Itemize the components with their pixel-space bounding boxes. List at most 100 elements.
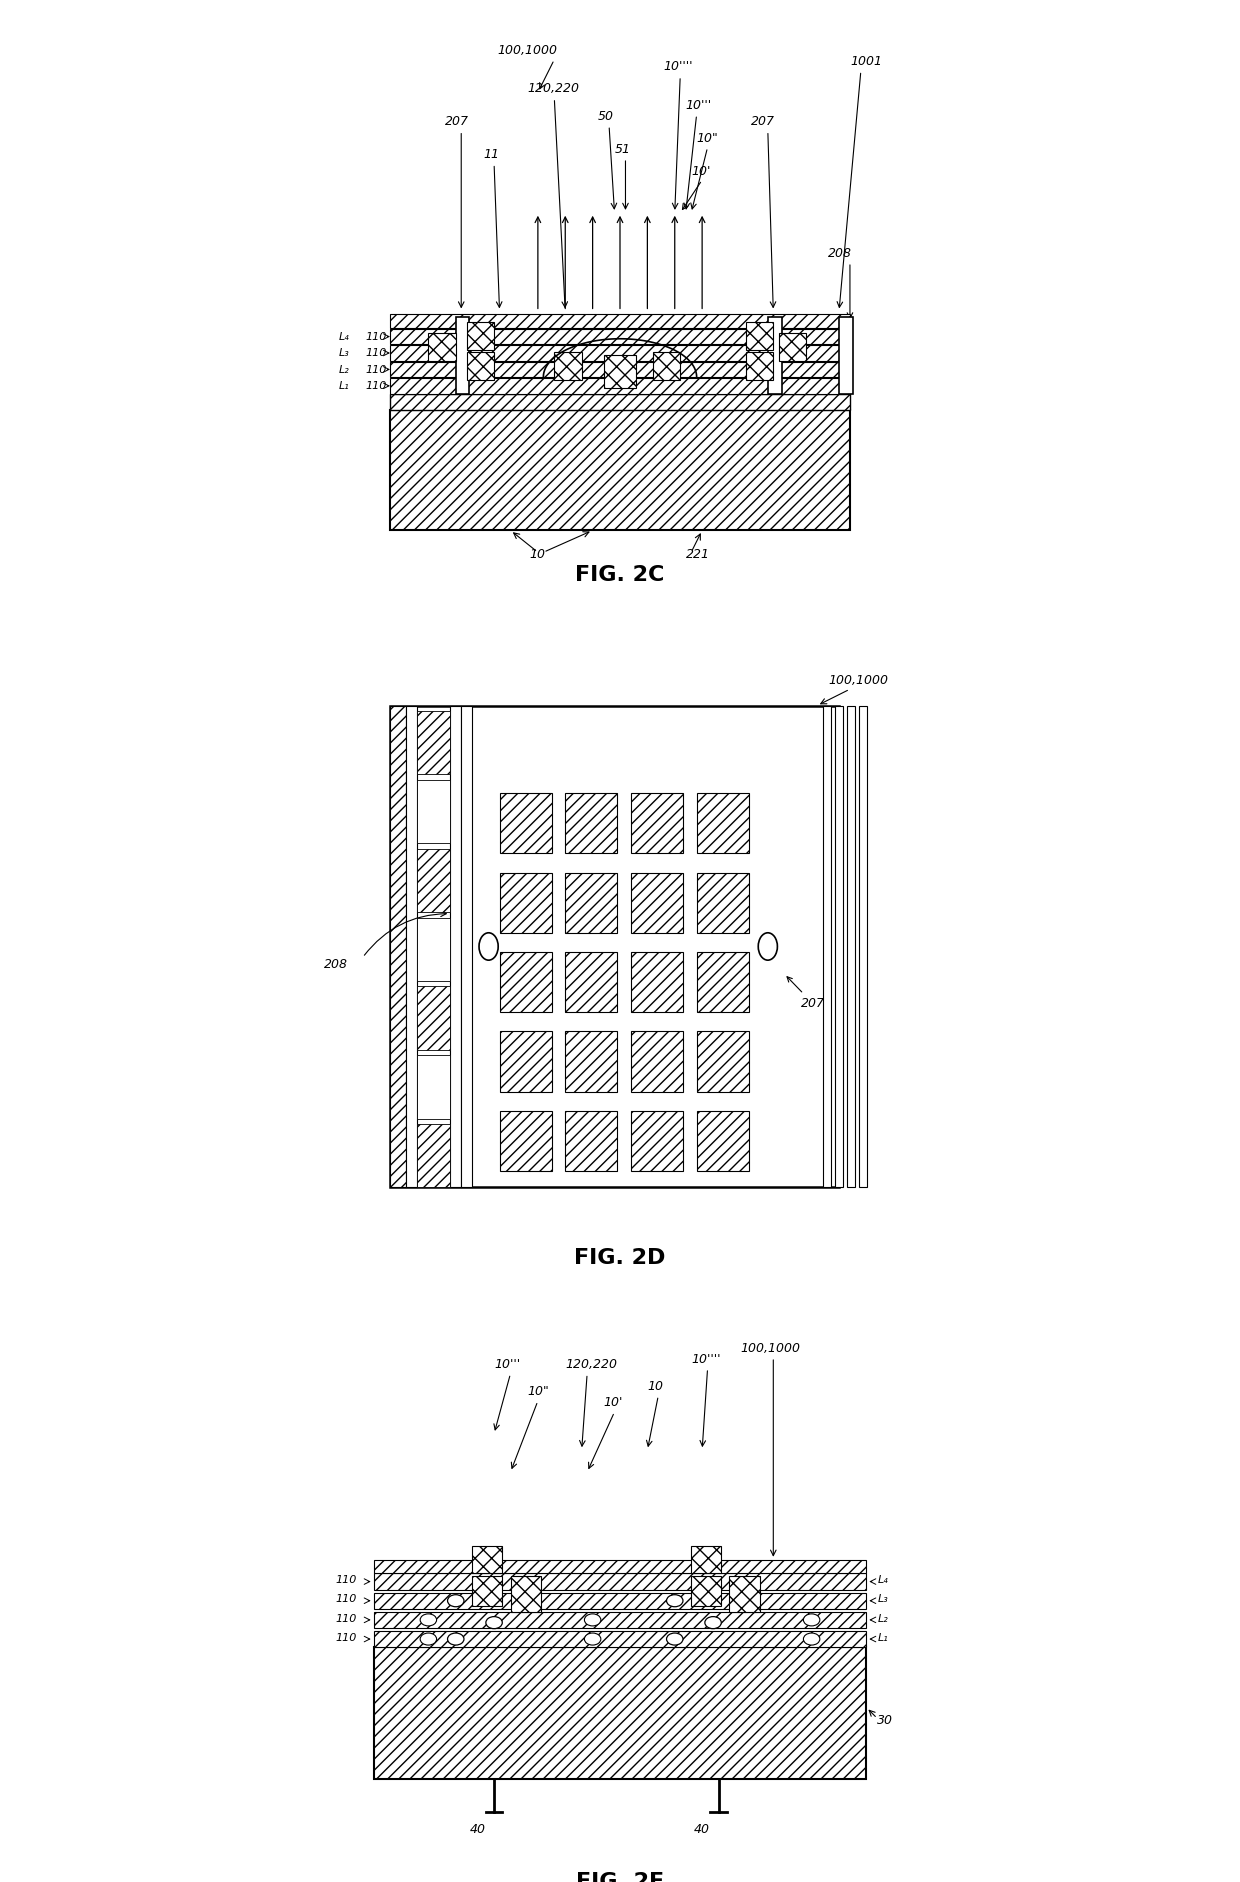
Bar	[835, 706, 843, 1188]
Bar	[418, 986, 450, 1050]
Ellipse shape	[584, 1615, 601, 1626]
Text: 11: 11	[484, 149, 500, 162]
Bar	[391, 706, 839, 1188]
Bar	[822, 706, 831, 1188]
Bar	[554, 352, 582, 380]
Bar	[472, 1575, 502, 1605]
Ellipse shape	[667, 1634, 683, 1645]
Bar	[418, 849, 450, 913]
Bar	[631, 1031, 683, 1092]
Ellipse shape	[486, 1617, 502, 1628]
Text: L₃: L₃	[878, 1594, 888, 1603]
Bar	[565, 873, 618, 933]
Ellipse shape	[804, 1615, 820, 1626]
Bar	[839, 316, 853, 393]
Text: 207: 207	[445, 115, 469, 128]
Bar	[847, 706, 854, 1188]
Text: L₁: L₁	[339, 382, 348, 391]
Bar	[631, 792, 683, 853]
Text: 10: 10	[529, 548, 546, 561]
Text: 110: 110	[366, 348, 387, 358]
Bar	[500, 792, 552, 853]
Text: 10': 10'	[604, 1396, 622, 1410]
Text: 207: 207	[787, 977, 825, 1011]
Ellipse shape	[758, 933, 777, 960]
Bar	[631, 873, 683, 933]
Bar	[407, 706, 418, 1188]
Bar	[565, 792, 618, 853]
Text: 10''': 10'''	[494, 1359, 521, 1372]
Text: 10: 10	[647, 1380, 663, 1393]
Bar	[466, 352, 494, 380]
Text: L₁: L₁	[878, 1634, 888, 1643]
Bar	[461, 706, 472, 1188]
Text: 51: 51	[615, 143, 630, 156]
Bar	[631, 1110, 683, 1171]
Bar	[652, 352, 681, 380]
Text: 110: 110	[336, 1613, 357, 1624]
Ellipse shape	[448, 1634, 464, 1645]
Bar	[466, 322, 494, 350]
Bar	[729, 1575, 760, 1611]
Bar	[697, 952, 749, 1013]
Bar	[565, 1031, 618, 1092]
Bar	[391, 329, 849, 344]
Bar	[746, 352, 774, 380]
Ellipse shape	[420, 1634, 436, 1645]
Text: 110: 110	[336, 1575, 357, 1585]
Text: 10": 10"	[697, 132, 718, 145]
Ellipse shape	[804, 1634, 820, 1645]
Text: 100,1000: 100,1000	[497, 43, 557, 56]
Text: 120,220: 120,220	[565, 1359, 618, 1372]
Bar	[373, 1592, 867, 1609]
Text: 10'''': 10''''	[663, 60, 693, 73]
Bar	[418, 1056, 450, 1118]
Text: 10": 10"	[527, 1385, 548, 1398]
Text: FIG. 2D: FIG. 2D	[574, 1248, 666, 1268]
Bar	[391, 410, 849, 531]
Bar	[391, 393, 849, 410]
Text: 10'''': 10''''	[691, 1353, 720, 1366]
Bar	[697, 873, 749, 933]
Text: 40: 40	[470, 1824, 486, 1837]
Bar	[500, 873, 552, 933]
Bar	[691, 1545, 722, 1573]
Text: 1001: 1001	[849, 55, 882, 68]
Text: 207: 207	[751, 115, 775, 128]
Bar	[373, 1560, 867, 1573]
Bar	[631, 952, 683, 1013]
Bar	[746, 322, 774, 350]
Bar	[500, 952, 552, 1013]
Ellipse shape	[448, 1594, 464, 1607]
Bar	[418, 1124, 450, 1188]
Bar	[391, 344, 849, 361]
Bar	[373, 1611, 867, 1628]
Bar	[418, 711, 450, 774]
Ellipse shape	[584, 1634, 601, 1645]
Bar	[565, 952, 618, 1013]
Bar	[373, 1647, 867, 1778]
Text: 110: 110	[366, 382, 387, 391]
Bar	[511, 1575, 541, 1611]
Bar	[779, 333, 806, 361]
Text: 30: 30	[878, 1715, 893, 1728]
Ellipse shape	[479, 933, 498, 960]
Text: 110: 110	[366, 331, 387, 343]
Bar	[450, 706, 461, 1188]
Bar	[373, 1573, 867, 1590]
Bar	[697, 792, 749, 853]
Text: FIG. 2C: FIG. 2C	[575, 565, 665, 585]
Bar	[604, 356, 636, 388]
Bar	[391, 706, 407, 1188]
Bar	[859, 706, 867, 1188]
Ellipse shape	[420, 1615, 436, 1626]
Text: 208: 208	[325, 958, 348, 971]
Bar	[697, 1031, 749, 1092]
Bar	[697, 1110, 749, 1171]
Bar	[418, 918, 450, 981]
Text: 110: 110	[336, 1594, 357, 1603]
Text: L₃: L₃	[339, 348, 348, 358]
Bar	[373, 1632, 867, 1647]
Bar	[391, 314, 849, 327]
Bar	[456, 316, 470, 393]
